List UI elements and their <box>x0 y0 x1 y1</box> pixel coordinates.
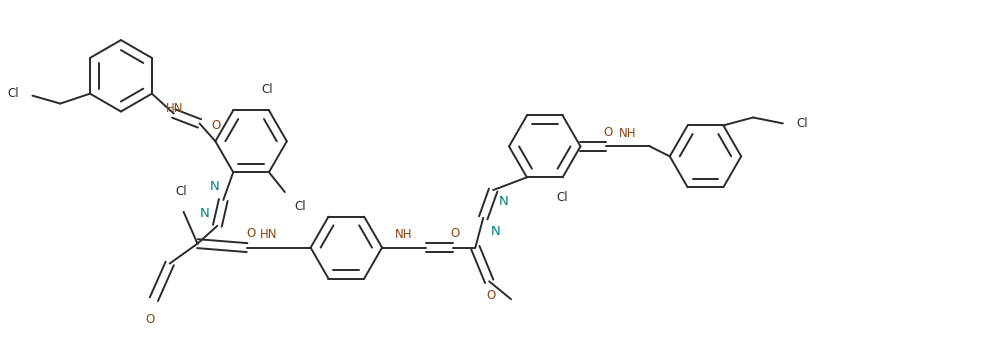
Text: Cl: Cl <box>7 87 19 100</box>
Text: O: O <box>146 313 154 326</box>
Text: N: N <box>499 196 509 209</box>
Text: NH: NH <box>619 127 637 140</box>
Text: O: O <box>603 126 613 139</box>
Text: O: O <box>486 289 496 302</box>
Text: N: N <box>210 180 219 193</box>
Text: Cl: Cl <box>261 83 273 96</box>
Text: N: N <box>200 207 210 220</box>
Text: NH: NH <box>396 228 412 241</box>
Text: O: O <box>246 227 256 240</box>
Text: HN: HN <box>165 102 183 115</box>
Text: HN: HN <box>260 228 277 241</box>
Text: Cl: Cl <box>797 117 809 130</box>
Text: O: O <box>212 119 220 132</box>
Text: N: N <box>491 225 501 238</box>
Text: Cl: Cl <box>557 191 569 204</box>
Text: O: O <box>451 227 461 240</box>
Text: Cl: Cl <box>295 200 306 213</box>
Text: Cl: Cl <box>176 185 187 198</box>
